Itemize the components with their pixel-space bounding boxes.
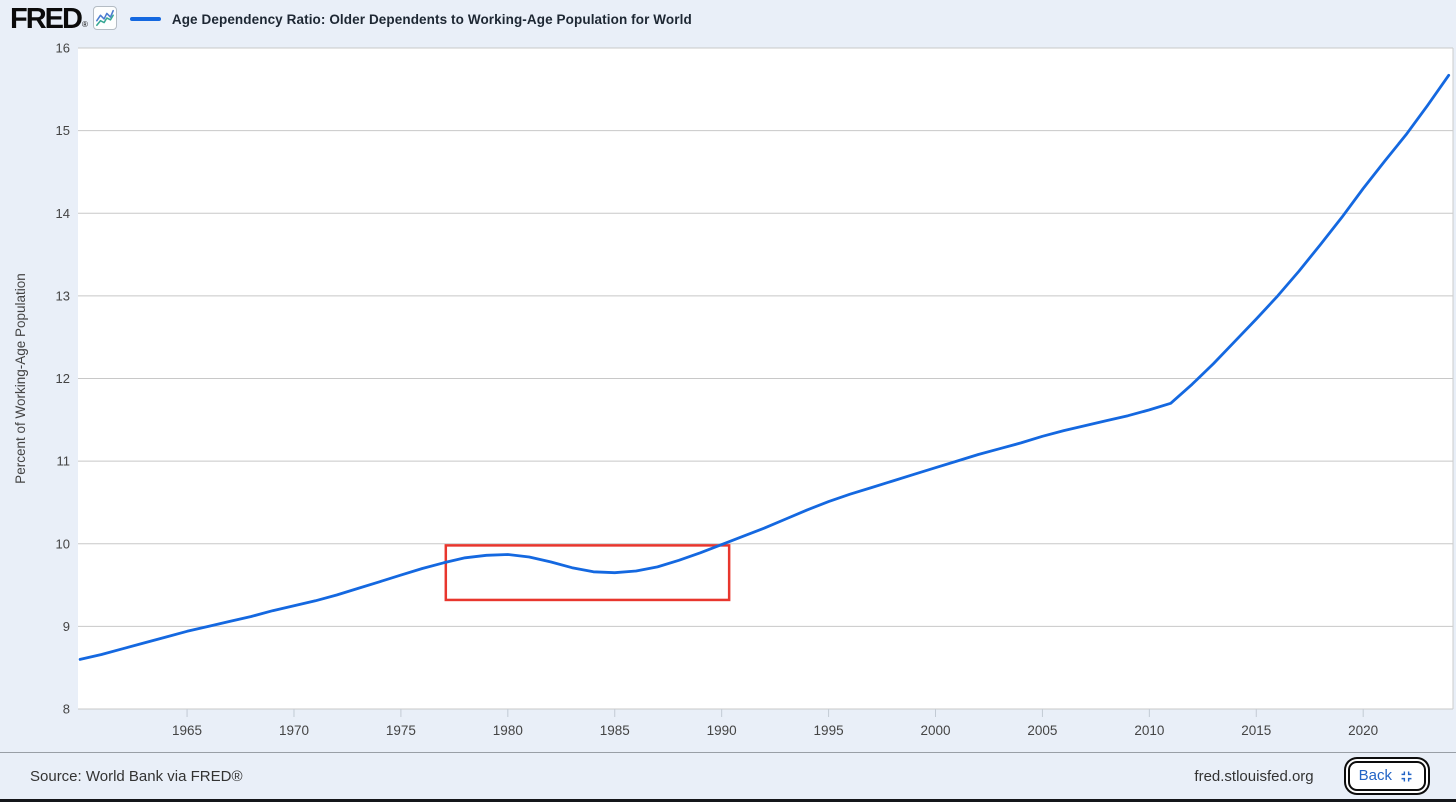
x-tick-label: 2005 bbox=[1027, 723, 1057, 738]
back-button[interactable]: Back bbox=[1347, 761, 1426, 791]
chart-footer: Source: World Bank via FRED® fred.stloui… bbox=[0, 752, 1456, 799]
fred-sparkline-icon bbox=[92, 6, 117, 30]
back-button-label: Back bbox=[1358, 767, 1392, 784]
series-legend-swatch bbox=[129, 17, 161, 21]
x-tick-label: 1970 bbox=[279, 723, 309, 738]
y-axis-title: Percent of Working-Age Population bbox=[13, 273, 28, 484]
y-tick-label: 15 bbox=[56, 123, 70, 138]
series-line bbox=[78, 73, 1451, 661]
source-note: Source: World Bank via FRED® bbox=[30, 767, 243, 785]
x-tick-label: 1995 bbox=[814, 723, 844, 738]
footer-right: fred.stlouisfed.org Back bbox=[1194, 761, 1432, 791]
y-tick-label: 8 bbox=[63, 702, 70, 717]
bottom-edge bbox=[0, 799, 1456, 802]
highlight-rectangle bbox=[444, 544, 731, 602]
y-tick-label: 14 bbox=[56, 206, 70, 221]
chart-svg: 8 9 10 11 12 13 14 15 16 1965 1970 1975 1980 1985 1990… bbox=[13, 41, 1454, 738]
x-tick-label: 1975 bbox=[386, 723, 416, 738]
x-tick-label: 2010 bbox=[1134, 723, 1164, 738]
x-tick-label: 1985 bbox=[600, 723, 630, 738]
fred-logo-text: FRED bbox=[10, 3, 83, 35]
fred-logo: FRED ® bbox=[10, 4, 117, 34]
chart-title: Age Dependency Ratio: Older Dependents t… bbox=[171, 11, 692, 27]
compress-arrows-icon bbox=[1401, 771, 1412, 781]
y-tick-label: 11 bbox=[57, 454, 71, 469]
line-chart[interactable]: 8 9 10 11 12 13 14 15 16 1965 1970 1975 1980 1985 1990… bbox=[0, 0, 1456, 757]
y-tick-label: 10 bbox=[56, 536, 70, 551]
x-tick-label: 2000 bbox=[920, 723, 950, 738]
y-tick-label: 16 bbox=[56, 41, 70, 56]
x-tick-label: 1990 bbox=[707, 723, 737, 738]
y-tick-label: 9 bbox=[63, 619, 70, 634]
y-tick-label: 12 bbox=[56, 371, 70, 386]
y-tick-label: 13 bbox=[56, 288, 70, 303]
x-tick-label: 2020 bbox=[1348, 723, 1378, 738]
chart-header: FRED ® Age Dependency Ratio: Older Depen… bbox=[0, 0, 1456, 38]
site-url: fred.stlouisfed.org bbox=[1194, 767, 1314, 785]
x-tick-label: 2015 bbox=[1241, 723, 1271, 738]
x-tick-label: 1980 bbox=[493, 723, 523, 738]
fred-logo-registered-mark: ® bbox=[81, 20, 88, 29]
x-tick-label: 1965 bbox=[172, 723, 202, 738]
